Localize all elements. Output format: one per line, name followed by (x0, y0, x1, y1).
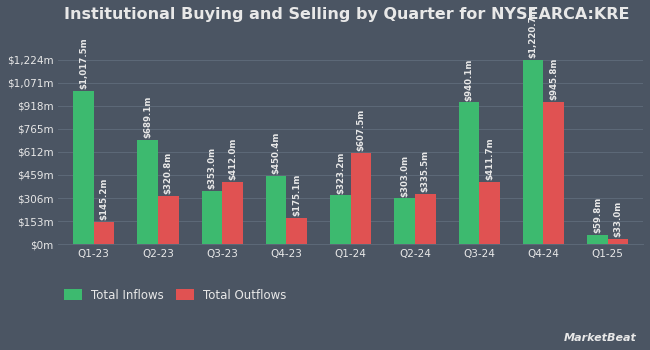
Text: $59.8m: $59.8m (593, 197, 602, 233)
Bar (202, 191, 222, 244)
Text: $175.1m: $175.1m (292, 174, 302, 216)
Text: $323.2m: $323.2m (336, 151, 345, 194)
Bar (330, 195, 351, 244)
Bar (222, 182, 243, 244)
Text: $607.5m: $607.5m (356, 108, 365, 151)
Text: $33.0m: $33.0m (614, 201, 623, 237)
Bar (459, 103, 479, 244)
Bar (158, 196, 179, 244)
Bar (395, 198, 415, 244)
Bar (94, 222, 114, 244)
Text: $335.5m: $335.5m (421, 150, 430, 192)
Bar (73, 91, 94, 244)
Bar (587, 235, 608, 244)
Text: $412.0m: $412.0m (228, 138, 237, 180)
Bar (543, 102, 564, 244)
Text: $689.1m: $689.1m (143, 96, 152, 139)
Text: MarketBeat: MarketBeat (564, 333, 637, 343)
Text: $320.8m: $320.8m (164, 152, 173, 194)
Text: Institutional Buying and Selling by Quarter for NYSEARCA:KRE: Institutional Buying and Selling by Quar… (64, 7, 630, 22)
Bar (266, 176, 287, 244)
Text: $1,017.5m: $1,017.5m (79, 37, 88, 89)
Text: $353.0m: $353.0m (207, 147, 216, 189)
Text: $450.4m: $450.4m (272, 132, 281, 174)
Bar (608, 239, 629, 244)
Bar (415, 194, 436, 244)
Text: $945.8m: $945.8m (549, 57, 558, 100)
Bar (523, 60, 543, 244)
Bar (351, 153, 371, 244)
Text: $1,220.7m: $1,220.7m (528, 7, 538, 58)
Text: $303.0m: $303.0m (400, 155, 410, 197)
Bar (137, 140, 158, 244)
Legend: Total Inflows, Total Outflows: Total Inflows, Total Outflows (64, 289, 287, 302)
Text: $145.2m: $145.2m (99, 178, 109, 220)
Bar (479, 182, 500, 244)
Text: $940.1m: $940.1m (465, 58, 473, 100)
Text: $411.7m: $411.7m (485, 138, 494, 180)
Bar (287, 218, 307, 244)
